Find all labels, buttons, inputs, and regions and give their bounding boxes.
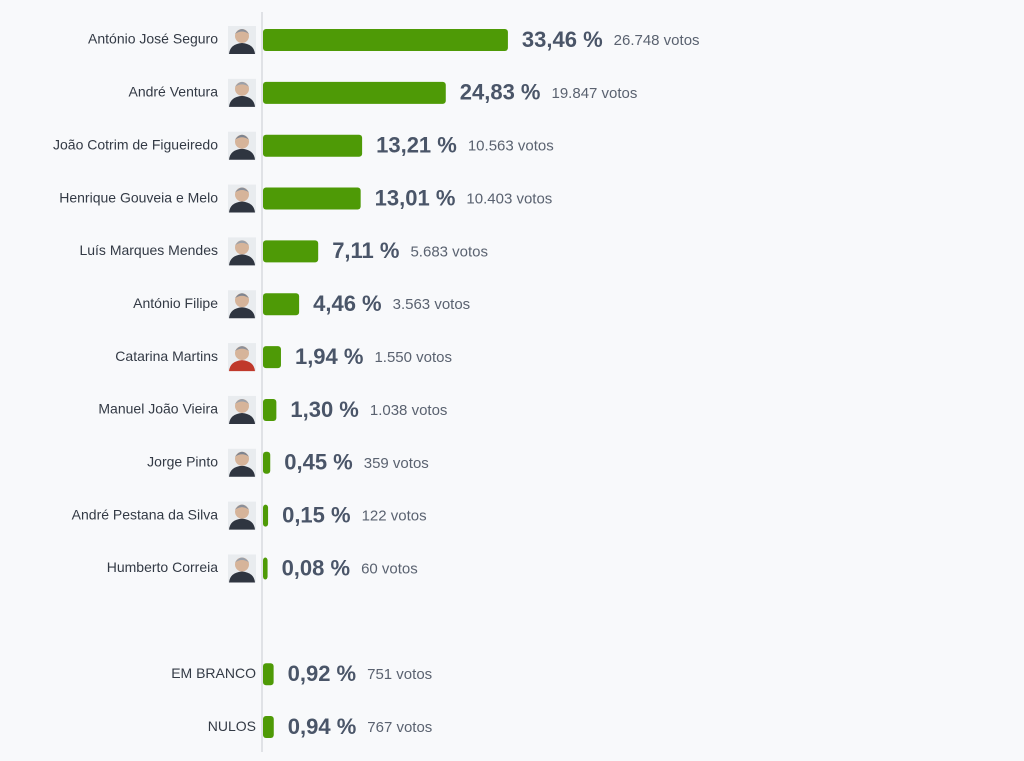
- bar: [263, 293, 300, 316]
- bar: [263, 29, 508, 51]
- bar: [263, 716, 274, 739]
- candidate-photo: [228, 26, 256, 54]
- percentage-label: 0,92 %: [288, 661, 357, 686]
- percentage-label: 13,21 %: [376, 133, 457, 158]
- photo-head: [235, 557, 249, 572]
- percentage-label: 24,83 %: [460, 80, 541, 105]
- candidate-photo: [228, 184, 256, 213]
- votes-label: 767 votos: [367, 719, 432, 736]
- photo-hair: [235, 293, 249, 299]
- votes-label: 122 votos: [362, 508, 427, 525]
- percentage-label: 0,94 %: [288, 714, 357, 739]
- bar: [263, 398, 277, 421]
- photo-body: [229, 254, 255, 266]
- percentage-label: 1,94 %: [295, 344, 364, 369]
- percentage-label: 1,30 %: [290, 397, 359, 422]
- votes-label: 10.563 votos: [468, 138, 554, 155]
- candidate-name: André Pestana da Silva: [72, 506, 219, 522]
- photo-head: [235, 240, 249, 255]
- candidate-photo: [228, 290, 256, 319]
- candidate-name: António José Seguro: [88, 31, 218, 47]
- votes-label: 3.563 votos: [393, 296, 471, 313]
- votes-label: 1.550 votos: [374, 349, 452, 366]
- photo-head: [235, 293, 249, 308]
- votes-label: 359 votos: [364, 455, 429, 472]
- votes-label: 26.748 votos: [614, 32, 700, 49]
- photo-head: [235, 187, 249, 202]
- candidate-photo: [228, 237, 256, 266]
- percentage-label: 4,46 %: [313, 291, 382, 316]
- votes-label: 751 votos: [367, 666, 432, 683]
- photo-body: [229, 307, 255, 319]
- candidate-name: Humberto Correia: [107, 559, 218, 575]
- bar: [263, 187, 361, 210]
- photo-head: [235, 81, 249, 96]
- candidate-photo: [228, 78, 256, 107]
- bar: [263, 504, 269, 527]
- bar: [263, 451, 271, 474]
- photo-hair: [235, 451, 249, 457]
- photo-hair: [235, 187, 249, 193]
- candidate-name: André Ventura: [128, 84, 218, 100]
- bar: [263, 557, 268, 580]
- photo-head: [235, 398, 249, 413]
- percentage-label: 0,15 %: [282, 502, 351, 527]
- bar: [263, 81, 446, 104]
- photo-body: [229, 148, 255, 160]
- percentage-label: 0,08 %: [282, 555, 351, 580]
- candidate-name: Catarina Martins: [115, 348, 218, 364]
- candidate-photo: [228, 554, 256, 583]
- photo-hair: [235, 398, 249, 404]
- bar: [263, 134, 363, 157]
- candidate-name: Jorge Pinto: [147, 454, 218, 470]
- photo-body: [229, 571, 255, 583]
- candidate-name: Luís Marques Mendes: [79, 242, 218, 258]
- votes-label: 60 votos: [361, 560, 418, 577]
- votes-label: 5.683 votos: [410, 243, 488, 260]
- photo-hair: [235, 134, 249, 140]
- votes-label: 19.847 votos: [552, 85, 638, 102]
- votes-label: 10.403 votos: [466, 191, 552, 208]
- candidate-name: António Filipe: [133, 295, 218, 311]
- photo-hair: [235, 557, 249, 563]
- photo-hair: [235, 346, 249, 352]
- photo-body: [229, 465, 255, 477]
- candidate-photo: [228, 343, 256, 372]
- photo-head: [235, 346, 249, 361]
- photo-body: [229, 518, 255, 530]
- bar: [263, 663, 274, 686]
- percentage-label: 33,46 %: [522, 27, 603, 52]
- percentage-label: 0,45 %: [284, 450, 353, 475]
- photo-body: [229, 43, 255, 54]
- candidate-photo: [228, 395, 256, 424]
- candidate-name: João Cotrim de Figueiredo: [53, 136, 218, 152]
- photo-head: [235, 134, 249, 149]
- votes-label: 1.038 votos: [370, 402, 448, 419]
- photo-hair: [235, 29, 249, 34]
- photo-head: [235, 29, 249, 43]
- candidate-name: Manuel João Vieira: [98, 401, 218, 417]
- photo-head: [235, 504, 249, 519]
- candidate-name: Henrique Gouveia e Melo: [59, 189, 218, 205]
- photo-body: [229, 412, 255, 424]
- bar: [263, 346, 281, 369]
- candidate-photo: [228, 131, 256, 160]
- percentage-label: 7,11 %: [332, 238, 399, 263]
- photo-hair: [235, 504, 249, 510]
- photo-hair: [235, 81, 249, 87]
- percentage-label: 13,01 %: [375, 185, 456, 210]
- photo-body: [229, 360, 255, 372]
- candidate-photo: [228, 448, 256, 477]
- candidate-name: EM BRANCO: [171, 665, 256, 681]
- photo-head: [235, 451, 249, 466]
- bar: [263, 240, 319, 263]
- photo-body: [229, 95, 255, 107]
- photo-body: [229, 201, 255, 213]
- candidate-photo: [228, 501, 256, 530]
- candidate-name: NULOS: [208, 718, 256, 734]
- photo-hair: [235, 240, 249, 246]
